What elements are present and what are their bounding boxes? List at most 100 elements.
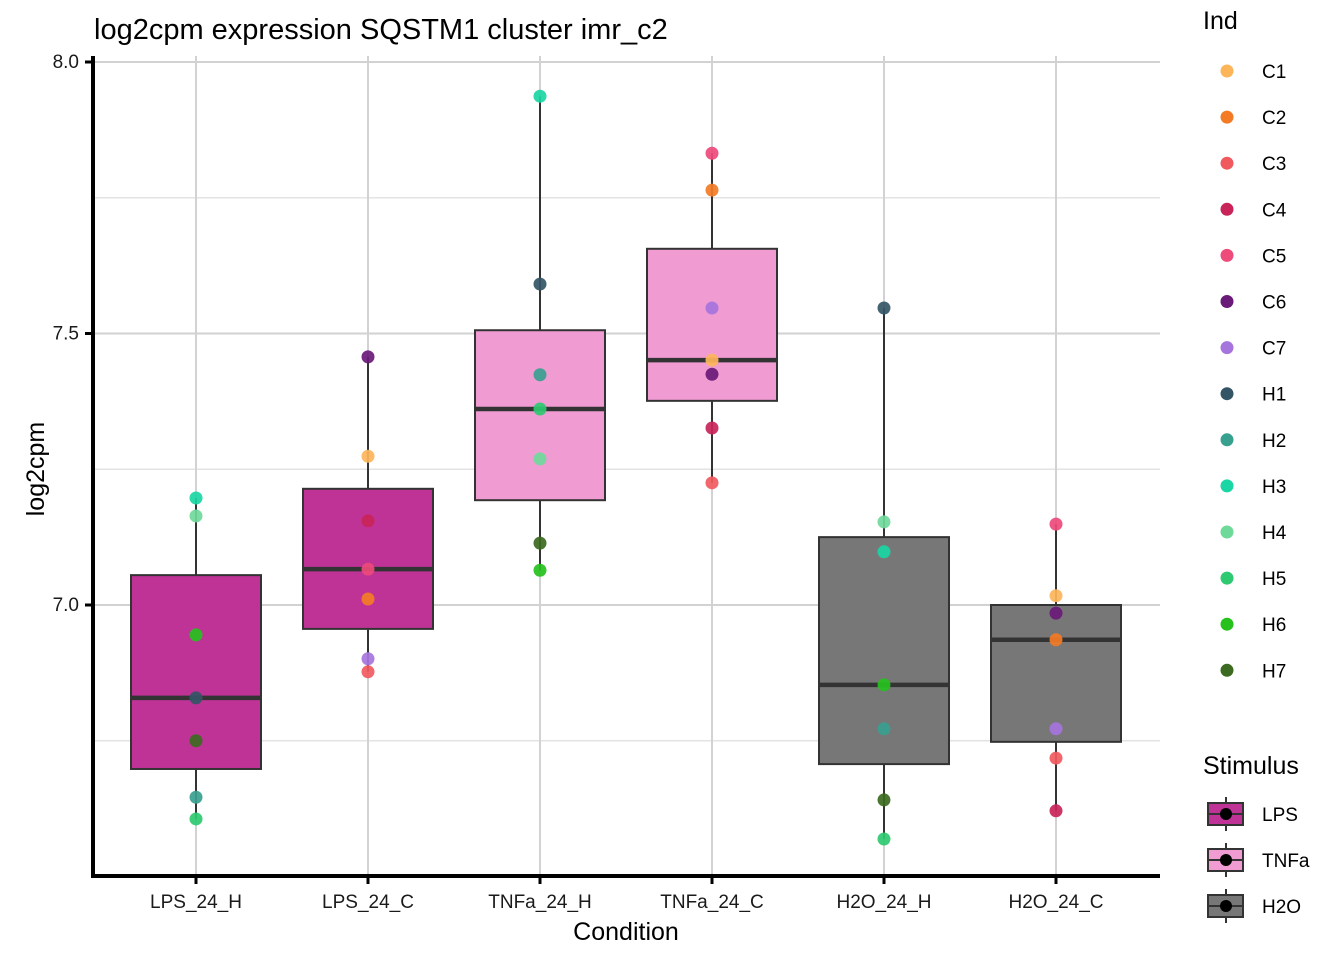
point-H2 xyxy=(533,368,547,382)
legend-swatch-H3 xyxy=(1220,479,1234,493)
legend-label: H2 xyxy=(1262,431,1286,452)
legend-swatch-H2 xyxy=(1220,433,1234,447)
legend-stimulus-item: LPS xyxy=(1207,797,1298,831)
legend-swatch-H1 xyxy=(1220,387,1234,401)
point-C7 xyxy=(705,301,719,315)
x-tick-label: LPS_24_C xyxy=(322,892,414,913)
point-H6 xyxy=(877,678,891,692)
point-H5 xyxy=(533,402,547,416)
legend-swatch-C3 xyxy=(1220,156,1234,170)
chart-title: log2cpm expression SQSTM1 cluster imr_c2 xyxy=(94,14,668,46)
legend-ind-item: C6 xyxy=(1220,293,1286,314)
legend-swatch-H6 xyxy=(1220,617,1234,631)
x-tick-label: TNFa_24_H xyxy=(488,892,592,913)
y-axis-title: log2cpm xyxy=(22,422,50,517)
point-C3 xyxy=(1049,751,1063,765)
point-H1 xyxy=(533,277,547,291)
legend-label: C4 xyxy=(1262,200,1287,221)
point-H7 xyxy=(189,734,203,748)
point-C4 xyxy=(705,421,719,435)
legend-ind-item: C7 xyxy=(1220,339,1286,360)
legend-swatch-C1 xyxy=(1220,64,1234,78)
legend-ind-item: H5 xyxy=(1220,569,1286,590)
legend-ind-item: H1 xyxy=(1220,385,1286,406)
legend-ind: Ind C1 C2 C3 C4 C5 C6 C7 H1 H2 H3 H4 H5 H6 H7 xyxy=(1203,7,1287,682)
point-H1 xyxy=(189,691,203,705)
legend-ind-item: C5 xyxy=(1220,246,1286,267)
legend-label: C7 xyxy=(1262,339,1286,360)
legend-ind-item: H2 xyxy=(1220,431,1286,452)
point-C7 xyxy=(361,652,375,666)
point-C1 xyxy=(705,353,719,367)
legend-swatch-H4 xyxy=(1220,525,1234,539)
legend-ind-item: H7 xyxy=(1220,661,1286,682)
box-iqr xyxy=(302,487,434,630)
legend-swatch-C4 xyxy=(1220,202,1234,216)
legend-label: C6 xyxy=(1262,293,1286,314)
legend-label: C5 xyxy=(1262,246,1286,267)
legend-swatch-C2 xyxy=(1220,110,1234,124)
legend-point xyxy=(1220,900,1232,912)
point-H3 xyxy=(533,89,547,103)
box-H2O_24_C xyxy=(990,524,1122,811)
box-H2O_24_H xyxy=(818,307,950,840)
legend-swatch-H5 xyxy=(1220,571,1234,585)
box-LPS_24_C xyxy=(302,356,434,672)
legend-stimulus-item: H2O xyxy=(1207,889,1301,923)
point-H6 xyxy=(189,628,203,642)
legend-label: C1 xyxy=(1262,62,1286,83)
point-C6 xyxy=(705,367,719,381)
point-H4 xyxy=(189,509,203,523)
legend-point xyxy=(1220,808,1232,820)
point-H5 xyxy=(189,812,203,826)
legend-swatch-C6 xyxy=(1220,295,1234,308)
legend-ind-item: C1 xyxy=(1220,62,1286,83)
point-H3 xyxy=(877,545,891,559)
legend-ind-item: H6 xyxy=(1220,615,1286,636)
point-C5 xyxy=(705,146,719,160)
points xyxy=(189,89,1063,846)
legend-ind-item: C3 xyxy=(1220,154,1286,175)
legend-label: H1 xyxy=(1262,385,1286,406)
point-C6 xyxy=(1049,606,1063,620)
point-H7 xyxy=(533,536,547,550)
legend-swatch-C7 xyxy=(1220,341,1234,355)
y-tick-label: 7.5 xyxy=(53,324,79,345)
legend-label: H4 xyxy=(1262,523,1287,544)
point-C5 xyxy=(1049,517,1063,531)
legend-label: TNFa xyxy=(1262,851,1310,872)
legend-ind-item: H4 xyxy=(1220,523,1287,544)
legend-ind-item: H3 xyxy=(1220,477,1286,498)
legend-ind-item: C2 xyxy=(1220,108,1286,129)
legend-label: H7 xyxy=(1262,661,1286,682)
point-C3 xyxy=(361,665,375,679)
point-H4 xyxy=(877,515,891,529)
axes: 7.0 7.5 8.0 LPS_24_H LPS_24_C TNFa_24_H TNFa_2… xyxy=(53,52,1160,913)
point-C2 xyxy=(705,183,719,197)
x-tick-label: H2O_24_H xyxy=(836,892,931,913)
point-C2 xyxy=(1049,633,1063,647)
x-axis-title: Condition xyxy=(573,918,679,946)
boxes xyxy=(130,96,1122,840)
box-TNFa_24_H xyxy=(474,96,606,571)
point-C3 xyxy=(705,476,719,490)
point-H4 xyxy=(533,452,547,466)
legend-label: C2 xyxy=(1262,108,1286,129)
point-H2 xyxy=(189,790,203,804)
legend-stimulus: Stimulus LPS TNFa H2O xyxy=(1203,752,1310,923)
point-H3 xyxy=(189,491,203,505)
point-C2 xyxy=(361,592,375,606)
legend-ind-item: C4 xyxy=(1220,200,1287,221)
legend-stimulus-title: Stimulus xyxy=(1203,752,1299,780)
box-iqr xyxy=(990,604,1122,743)
legend-swatch-H7 xyxy=(1220,663,1234,677)
legend-ind-title: Ind xyxy=(1203,7,1238,35)
box-LPS_24_H xyxy=(130,498,262,819)
x-tick-label: TNFa_24_C xyxy=(660,892,764,913)
point-H2 xyxy=(877,722,891,736)
legend-label: H5 xyxy=(1262,569,1286,590)
point-C1 xyxy=(361,449,375,463)
x-tick-label: H2O_24_C xyxy=(1008,892,1103,913)
legend-swatch-C5 xyxy=(1220,248,1234,262)
